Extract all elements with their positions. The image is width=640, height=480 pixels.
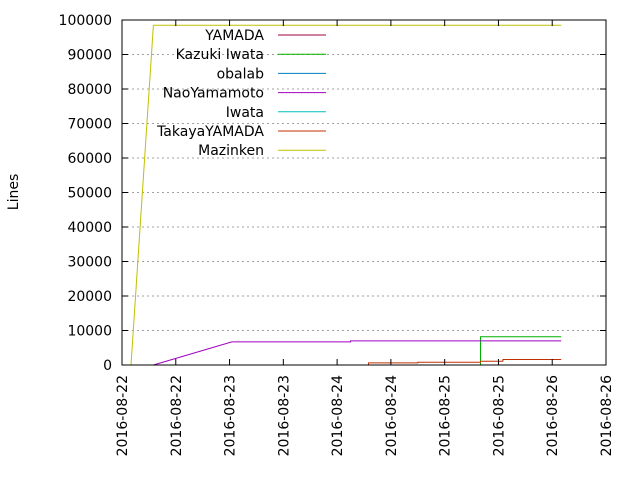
legend-entry-label: Kazuki Iwata (176, 47, 264, 63)
x-tick-label: 2016-08-24 (330, 375, 346, 456)
legend-entry-label: Iwata (226, 105, 264, 121)
y-tick-label: 90000 (67, 48, 112, 64)
x-tick-label: 2016-08-26 (599, 375, 615, 456)
legend: YAMADA Kazuki Iwata obalab NaoYamamoto Iwata… (156, 28, 326, 159)
legend-entry-label: TakayaYAMADA (156, 124, 264, 140)
x-tick-label: 2016-08-22 (115, 375, 131, 456)
y-tick-label: 20000 (67, 289, 112, 305)
y-tick-label: 80000 (67, 82, 112, 98)
legend-entry-label: NaoYamamoto (163, 86, 264, 102)
x-tick-label: 2016-08-24 (384, 375, 400, 456)
axis-ticks (121, 19, 607, 366)
series-line (153, 340, 562, 366)
series-lines (130, 24, 562, 366)
x-axis-tick-labels: 2016-08-22 2016-08-22 2016-08-23 2016-08-23… (115, 375, 615, 456)
y-tick-label: 0 (103, 358, 112, 374)
legend-entry-label: Mazinken (198, 143, 264, 159)
series-line (130, 24, 562, 366)
x-tick-label: 2016-08-23 (276, 375, 292, 456)
series-line (368, 359, 562, 365)
y-tick-label: 60000 (67, 151, 112, 167)
legend-entry-label: obalab (217, 66, 265, 82)
y-axis-tick-labels: 0 10000 20000 30000 40000 50000 60000 70000 8000… (59, 13, 112, 374)
x-tick-label: 2016-08-26 (545, 375, 561, 456)
y-tick-label: 10000 (67, 324, 112, 340)
y-tick-label: 100000 (59, 13, 112, 29)
legend-entry-label: YAMADA (204, 28, 264, 44)
y-tick-label: 30000 (67, 255, 112, 271)
x-tick-label: 2016-08-25 (438, 375, 454, 456)
y-tick-label: 40000 (67, 220, 112, 236)
y-axis-label: Lines (6, 174, 22, 210)
y-tick-label: 50000 (67, 186, 112, 202)
x-tick-label: 2016-08-25 (491, 375, 507, 456)
grid-lines (122, 54, 606, 331)
x-tick-label: 2016-08-22 (169, 375, 185, 456)
x-tick-label: 2016-08-23 (223, 375, 239, 456)
y-tick-label: 70000 (67, 117, 112, 133)
